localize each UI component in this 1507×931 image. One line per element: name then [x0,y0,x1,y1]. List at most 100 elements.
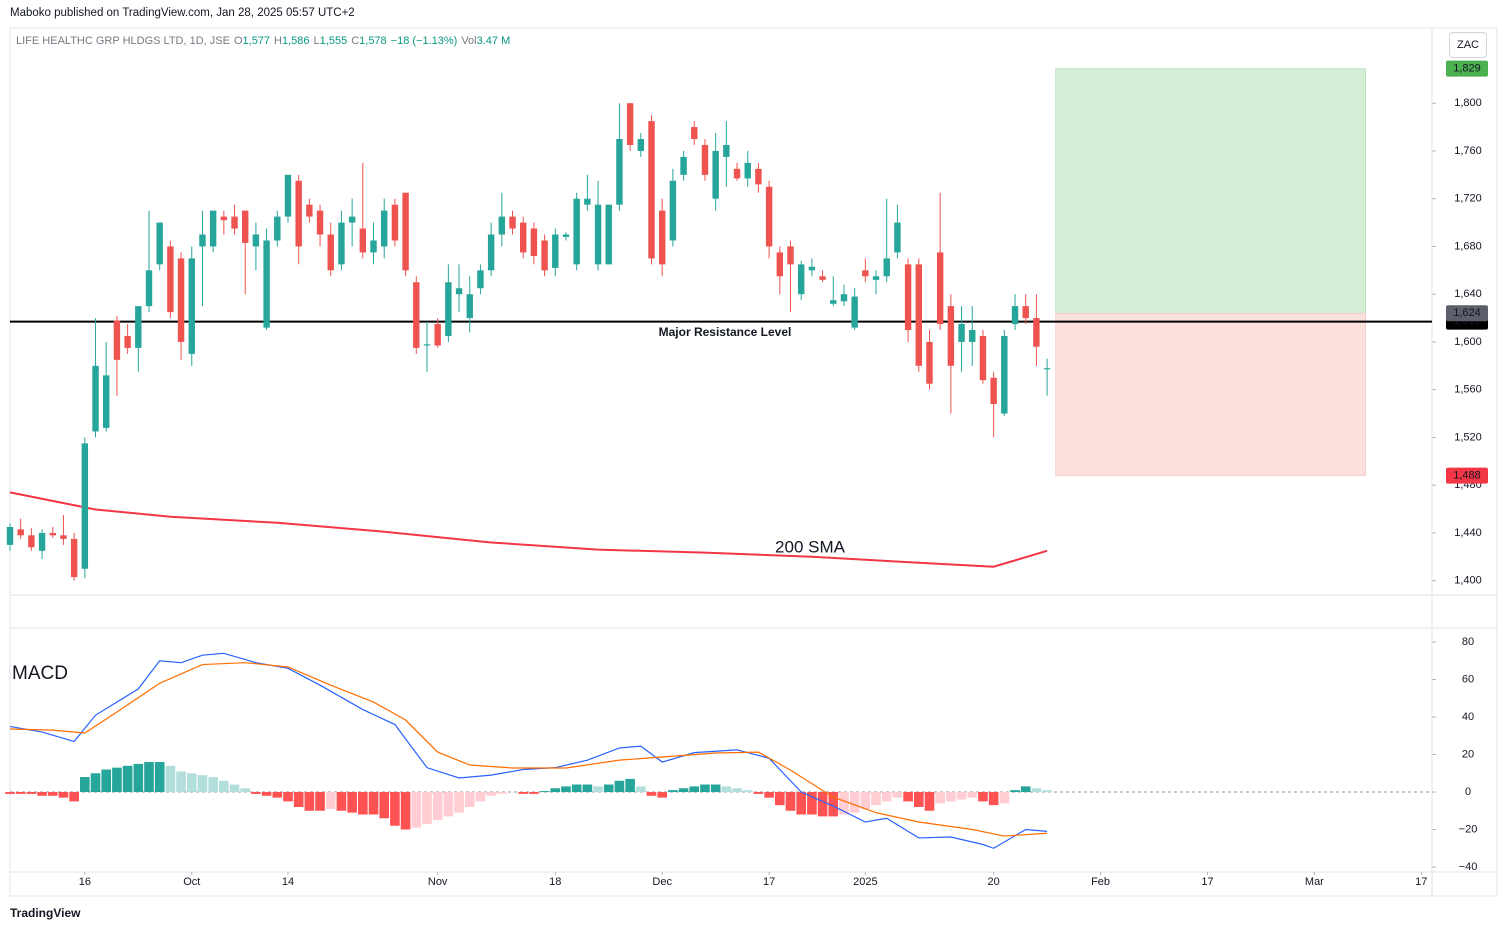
y-tick-label: 1,680 [1454,240,1482,252]
candle-body [872,276,880,280]
histogram-bar [90,773,101,793]
histogram-bar [999,792,1010,804]
candle-body [306,204,313,217]
histogram-bar [614,780,625,793]
price-badge [1446,60,1488,77]
candle-body [274,216,281,241]
candle-body [862,270,869,277]
currency-button[interactable]: ZAC [1449,32,1487,58]
macd-line [9,662,1048,837]
candle-body [851,296,858,328]
ohlc-item: H1,586 [274,35,309,47]
candle-body [220,216,228,221]
histogram-bar [1042,790,1052,793]
candle-body [359,228,367,253]
candle-body [135,306,142,348]
histogram-bar [69,792,79,802]
histogram-bar [550,788,561,793]
macd-line [9,652,1048,849]
candle-body [103,375,110,428]
candle-body [156,222,163,265]
candle-body [177,258,185,342]
histogram-bar [732,788,742,793]
ohlc-item: O1,577 [234,35,270,47]
candle-body [209,210,217,247]
histogram-bar [293,792,304,808]
candle-body [1022,306,1029,319]
histogram-bar [689,786,700,793]
candle-body [969,330,976,342]
histogram-bar [978,792,988,802]
price-badge [1446,467,1488,484]
histogram-bar [37,792,47,796]
candle-body [263,240,270,328]
candle-body [926,341,933,384]
histogram-bar [518,792,529,794]
histogram-bar [15,792,26,794]
sma-line [9,491,1048,568]
candle-body [904,264,912,331]
candle-body [712,150,719,199]
histogram-bar [315,792,325,811]
histogram-bar [464,792,475,808]
histogram-bar [122,765,133,793]
candle-body [680,156,687,175]
histogram-bar [668,790,678,793]
candle-body [883,258,890,277]
histogram-bar [336,792,347,811]
x-tick-label: Oct [183,876,200,888]
histogram-bar [229,784,240,793]
candle-body [402,192,409,271]
histogram-bar [721,786,732,793]
candle-body [60,535,67,539]
candle-body [466,294,473,319]
histogram-bar [839,792,849,815]
histogram-bar [411,792,422,828]
histogram-bar [304,792,315,811]
histogram-bar [678,788,689,793]
y-tick-label: 1,400 [1454,575,1482,587]
histogram-bar [774,792,785,806]
histogram-bar [881,792,892,802]
candle-body [231,216,238,229]
ohlc-item: L1,555 [314,35,348,47]
histogram-bar [26,792,37,794]
histogram-bar [593,786,603,793]
x-tick-label: 18 [549,876,561,888]
histogram-bar [176,771,186,793]
histogram-bar [454,792,464,813]
candle-body [81,443,89,569]
publish-note: Maboko published on TradingView.com, Jan… [10,7,355,19]
histogram-bar [817,792,828,817]
histogram-bar [828,792,839,817]
candle-body [445,282,452,336]
candle-body [348,216,356,223]
ohlc-item: C1,578 [351,35,386,47]
histogram-bar [785,792,796,811]
candle-body [252,234,260,247]
candle-body [413,282,420,348]
candle-body [199,234,206,247]
candle-body [605,204,612,265]
histogram-bar [154,762,165,793]
histogram-bar [625,778,635,793]
histogram-bar [240,788,251,793]
x-tick-label: 20 [988,876,1000,888]
candle-body [691,127,698,140]
candle-body [295,180,302,247]
volume: Vol3.47 M [461,35,510,47]
ohlc-key: C [351,35,360,47]
candle-body [381,210,388,247]
x-tick-label: Nov [428,876,448,888]
y-tick-label: 1,800 [1454,97,1482,109]
candle-body [658,210,666,265]
candle-body [498,216,506,235]
y-tick-label: 1,720 [1454,193,1482,205]
histogram-bar [946,792,956,802]
histogram-bar [283,792,293,802]
y-tick-label: 1,560 [1454,384,1482,396]
ohlc-key: L [313,35,320,47]
y-tick-label: 20 [1462,748,1474,760]
histogram-bar [956,792,967,800]
